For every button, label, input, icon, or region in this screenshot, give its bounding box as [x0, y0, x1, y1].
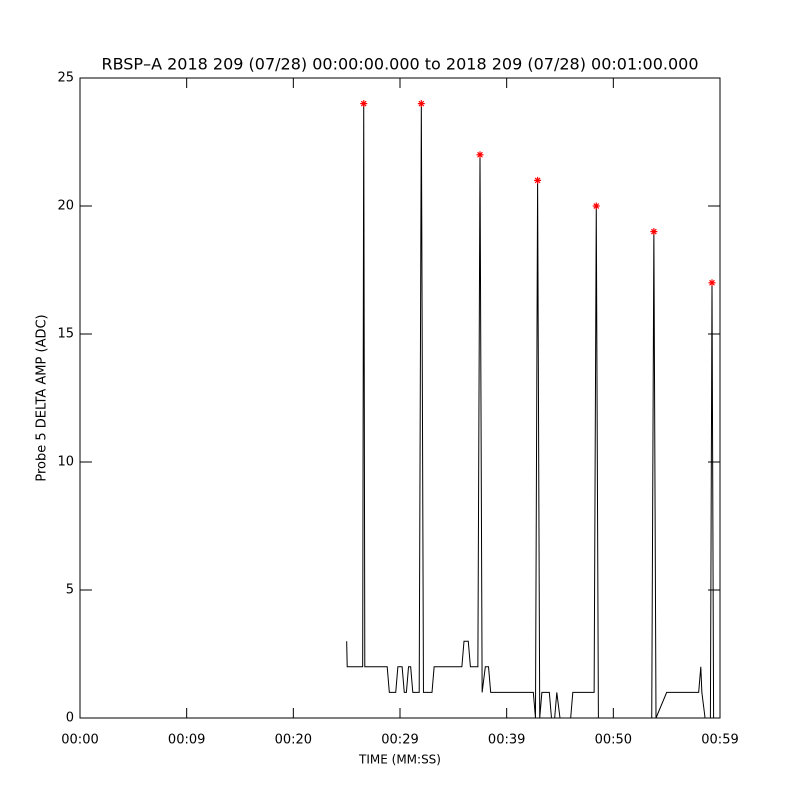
y-tick-label: 0 [66, 711, 74, 726]
peak-marker [650, 228, 658, 236]
peak-marker [534, 176, 542, 184]
x-tick-label: 00:20 [275, 733, 312, 748]
peak-marker [476, 151, 484, 159]
marker-stroke [593, 203, 600, 209]
y-axis-label: Probe 5 DELTA AMP (ADC) [35, 314, 50, 481]
y-tick-label: 25 [57, 71, 74, 86]
y-tick-label: 20 [57, 199, 74, 214]
y-tick-label: 10 [57, 455, 74, 470]
x-tick-label: 00:29 [381, 733, 418, 748]
y-tick-label: 5 [66, 583, 74, 598]
x-tick-label: 00:39 [488, 733, 525, 748]
peak-marker [417, 100, 425, 108]
marker-stroke [418, 100, 425, 107]
x-tick-label: 00:50 [595, 733, 632, 748]
x-tick-label: 00:09 [168, 733, 205, 748]
chart-title: RBSP–A 2018 209 (07/28) 00:00:00.000 to … [101, 55, 698, 74]
y-tick-label: 15 [57, 327, 74, 342]
marker-stroke [477, 151, 483, 158]
x-tick-label: 00:00 [61, 733, 98, 748]
marker-stroke [650, 228, 657, 235]
marker-stroke [709, 279, 715, 286]
marker-stroke [360, 100, 367, 107]
peak-marker [592, 202, 600, 210]
peak-marker [708, 279, 716, 287]
peak-marker [360, 100, 368, 108]
x-tick-label: 00:59 [701, 733, 738, 748]
x-axis-label: TIME (MM:SS) [358, 753, 441, 767]
data-line [346, 103, 715, 719]
marker-stroke [534, 177, 541, 184]
plot-frame [79, 77, 721, 719]
